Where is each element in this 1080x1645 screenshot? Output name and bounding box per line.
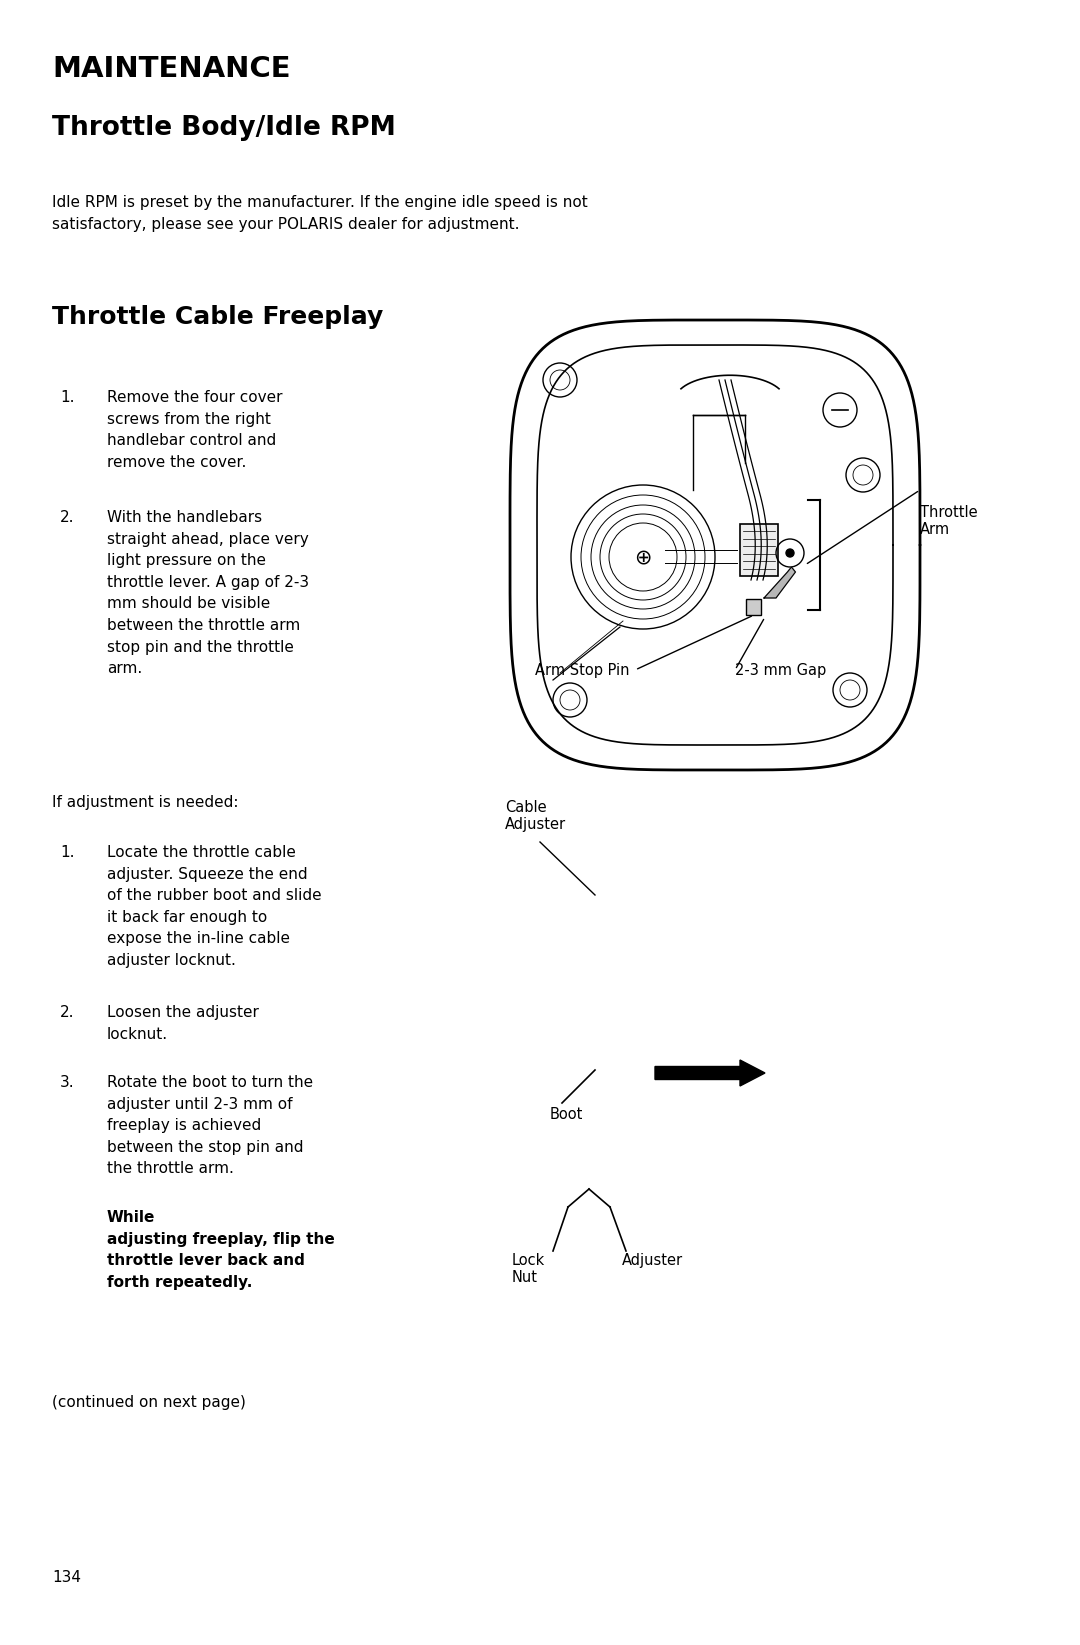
Text: Loosen the adjuster
locknut.: Loosen the adjuster locknut. (107, 1005, 259, 1041)
Text: Remove the four cover
screws from the right
handlebar control and
remove the cov: Remove the four cover screws from the ri… (107, 390, 283, 470)
Text: Locate the throttle cable
adjuster. Squeeze the end
of the rubber boot and slide: Locate the throttle cable adjuster. Sque… (107, 846, 322, 967)
Text: 2.: 2. (60, 510, 75, 525)
Text: Throttle Cable Freeplay: Throttle Cable Freeplay (52, 304, 383, 329)
Text: Idle RPM is preset by the manufacturer. If the engine idle speed is not
satisfac: Idle RPM is preset by the manufacturer. … (52, 196, 588, 232)
Text: Arm Stop Pin: Arm Stop Pin (535, 663, 630, 678)
Text: Throttle
Arm: Throttle Arm (920, 505, 977, 538)
Text: With the handlebars
straight ahead, place very
light pressure on the
throttle le: With the handlebars straight ahead, plac… (107, 510, 309, 676)
Text: While
adjusting freeplay, flip the
throttle lever back and
forth repeatedly.: While adjusting freeplay, flip the throt… (107, 1211, 335, 1290)
Text: 2.: 2. (60, 1005, 75, 1020)
Text: MAINTENANCE: MAINTENANCE (52, 54, 291, 82)
FancyArrow shape (654, 1059, 765, 1086)
Bar (740, 525, 778, 576)
Text: Rotate the boot to turn the
adjuster until 2-3 mm of
freeplay is achieved
betwee: Rotate the boot to turn the adjuster unt… (107, 1074, 313, 1176)
Text: If adjustment is needed:: If adjustment is needed: (52, 795, 239, 809)
Text: Boot: Boot (550, 1107, 583, 1122)
Bar (746, 599, 761, 615)
Text: 3.: 3. (60, 1074, 75, 1091)
Text: 1.: 1. (60, 390, 75, 405)
Text: 2-3 mm Gap: 2-3 mm Gap (735, 663, 826, 678)
Text: ⊕: ⊕ (634, 548, 651, 568)
Text: Lock
Nut: Lock Nut (512, 1253, 545, 1285)
Polygon shape (764, 568, 796, 599)
Text: (continued on next page): (continued on next page) (52, 1395, 246, 1410)
Text: 134: 134 (52, 1569, 81, 1586)
Text: Throttle Body/Idle RPM: Throttle Body/Idle RPM (52, 115, 395, 141)
Circle shape (786, 549, 794, 558)
Text: 1.: 1. (60, 846, 75, 860)
Text: Cable
Adjuster: Cable Adjuster (505, 799, 566, 832)
Text: Adjuster: Adjuster (622, 1253, 684, 1268)
